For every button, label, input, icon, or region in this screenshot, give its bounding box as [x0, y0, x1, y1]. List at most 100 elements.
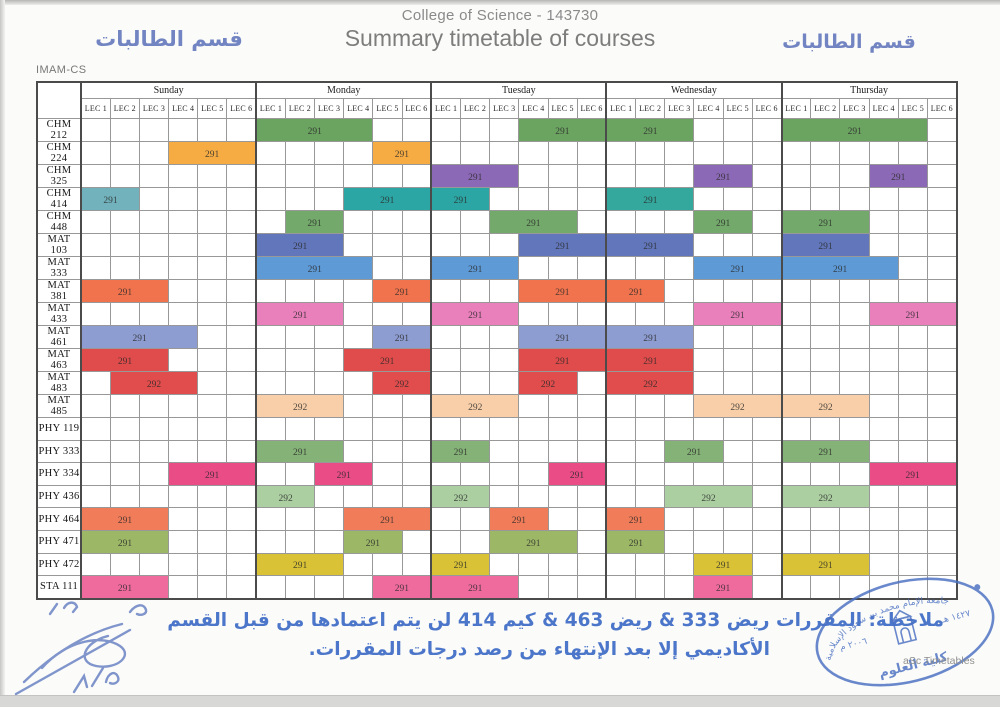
- empty-cell: [109, 210, 140, 234]
- empty-cell: [138, 462, 170, 486]
- empty-cell: [197, 256, 228, 280]
- empty-cell: [576, 141, 607, 165]
- empty-cell: [197, 529, 228, 554]
- course-block: 292: [255, 394, 345, 418]
- empty-cell: [401, 417, 432, 441]
- empty-cell: [897, 394, 928, 418]
- empty-cell: [780, 187, 812, 211]
- empty-cell: [109, 141, 140, 165]
- course-block: 291: [430, 439, 491, 464]
- course-block: 292: [780, 394, 870, 418]
- section-number: 291: [716, 173, 731, 183]
- empty-cell: [635, 210, 666, 234]
- empty-cell: [518, 417, 549, 441]
- empty-cell: [430, 279, 461, 303]
- empty-cell: [459, 348, 491, 372]
- course-block: 291: [168, 462, 257, 486]
- course-label: MAT 381: [36, 279, 82, 303]
- empty-cell: [576, 507, 607, 531]
- course-label: CHM 224: [36, 141, 82, 165]
- empty-cell: [109, 164, 140, 188]
- empty-cell: [518, 141, 549, 165]
- empty-cell: [576, 210, 607, 234]
- empty-cell: [459, 529, 491, 554]
- empty-cell: [138, 118, 170, 142]
- empty-cell: [664, 507, 695, 531]
- course-row: CHM 224 291 291: [36, 141, 958, 165]
- empty-cell: [401, 210, 432, 234]
- section-number: 291: [204, 470, 220, 481]
- empty-cell: [810, 371, 841, 395]
- empty-cell: [372, 118, 403, 142]
- empty-cell: [693, 187, 724, 211]
- course-block: 292: [109, 371, 199, 395]
- empty-cell: [313, 371, 345, 395]
- empty-cell: [635, 256, 666, 280]
- empty-cell: [839, 187, 870, 211]
- empty-cell: [722, 371, 753, 395]
- empty-cell: [780, 302, 812, 326]
- empty-cell: [489, 233, 520, 257]
- course-block: 291: [489, 507, 549, 531]
- day-header: Sunday: [79, 81, 257, 99]
- empty-cell: [168, 187, 199, 211]
- empty-cell: [576, 371, 607, 395]
- section-number: 292: [818, 493, 833, 504]
- empty-cell: [664, 552, 695, 577]
- section-number: 291: [643, 334, 658, 344]
- course-block: 291: [255, 118, 374, 142]
- course-block: 291: [605, 187, 695, 211]
- empty-cell: [255, 371, 286, 395]
- empty-cell: [780, 325, 812, 349]
- empty-cell: [926, 210, 958, 234]
- period-header: LEC 6: [226, 98, 257, 119]
- empty-cell: [926, 484, 958, 509]
- empty-cell: [343, 439, 374, 464]
- empty-cell: [401, 462, 432, 486]
- empty-cell: [810, 187, 841, 211]
- empty-cell: [401, 302, 432, 326]
- empty-cell: [780, 575, 812, 600]
- empty-cell: [168, 529, 199, 554]
- page-subtitle: Summary timetable of courses: [344, 25, 656, 51]
- empty-cell: [109, 484, 140, 509]
- empty-cell: [751, 233, 783, 257]
- section-number: 291: [555, 242, 570, 252]
- period-header: LEC 3: [138, 98, 170, 119]
- empty-cell: [693, 118, 724, 142]
- empty-cell: [897, 279, 928, 303]
- empty-cell: [226, 256, 257, 280]
- empty-cell: [664, 210, 695, 234]
- empty-cell: [255, 507, 286, 531]
- empty-cell: [255, 279, 286, 303]
- empty-cell: [79, 118, 111, 142]
- section-number: 291: [468, 583, 483, 594]
- course-block: 291: [430, 256, 520, 280]
- empty-cell: [751, 279, 783, 303]
- empty-cell: [226, 371, 257, 395]
- period-header: LEC 1: [605, 98, 637, 119]
- day-header: Thursday: [780, 81, 958, 99]
- empty-cell: [343, 279, 374, 303]
- empty-cell: [518, 439, 549, 464]
- section-number: 291: [833, 265, 848, 275]
- empty-cell: [226, 279, 257, 303]
- section-number: 291: [847, 127, 862, 137]
- empty-cell: [168, 118, 199, 142]
- empty-cell: [313, 279, 345, 303]
- empty-cell: [693, 529, 724, 554]
- empty-cell: [343, 141, 374, 165]
- section-number: 292: [278, 493, 293, 504]
- empty-cell: [897, 187, 928, 211]
- period-header: LEC 2: [635, 98, 666, 119]
- empty-cell: [780, 371, 812, 395]
- empty-cell: [605, 394, 637, 418]
- course-block: 291: [518, 325, 607, 349]
- section-number: 291: [730, 311, 745, 321]
- empty-cell: [518, 302, 549, 326]
- empty-cell: [926, 507, 958, 531]
- course-block: 291: [547, 462, 607, 486]
- empty-cell: [489, 279, 520, 303]
- empty-cell: [751, 141, 783, 165]
- course-row: PHY 436 292 292 292 292: [36, 484, 958, 509]
